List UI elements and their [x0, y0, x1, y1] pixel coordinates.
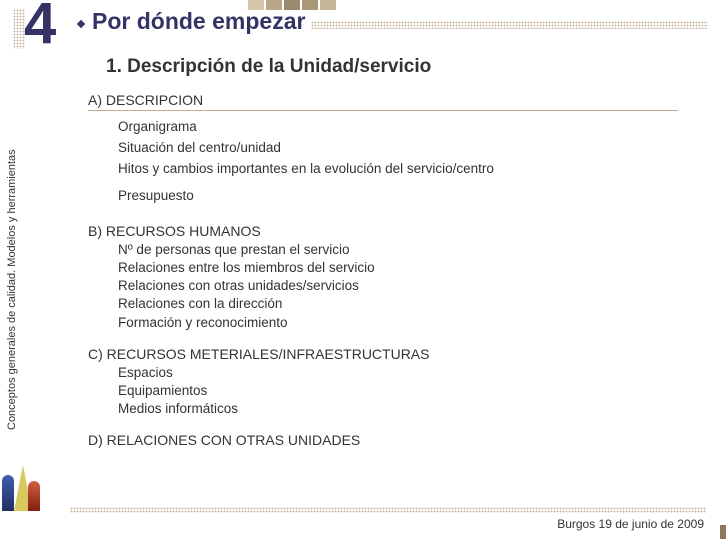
list-item: Relaciones con la dirección	[118, 295, 698, 313]
section-a-underline	[88, 110, 678, 111]
list-item: Relaciones entre los miembros del servic…	[118, 259, 698, 277]
section-a-heading: A) DESCRIPCION	[88, 92, 698, 108]
section-c-heading: C) RECURSOS METERIALES/INFRAESTRUCTURAS	[88, 346, 698, 362]
list-item: Situación del centro/unidad	[118, 138, 698, 159]
list-item: Presupuesto	[118, 186, 698, 207]
vertical-side-title: Conceptos generales de calidad. Modelos …	[6, 149, 18, 430]
title-dotted-line	[311, 21, 708, 29]
section-b-heading: B) RECURSOS HUMANOS	[88, 223, 698, 239]
page-title: Por dónde empezar	[92, 8, 305, 35]
footer-text: Burgos 19 de junio de 2009	[557, 517, 704, 531]
content-area: A) DESCRIPCION Organigrama Situación del…	[88, 92, 698, 450]
list-item: Organigrama	[118, 117, 698, 138]
list-item: Formación y reconocimiento	[118, 314, 698, 332]
bottom-dotted-line	[70, 507, 706, 513]
slide-number: 4	[24, 0, 56, 57]
list-item: Hitos y cambios importantes en la evoluc…	[118, 159, 698, 180]
list-item: Espacios	[118, 364, 698, 382]
corner-block	[720, 525, 726, 539]
page-title-row: Por dónde empezar	[78, 8, 708, 35]
list-item: Nº de personas que prestan el servicio	[118, 241, 698, 259]
section-b-items: Nº de personas que prestan el servicio R…	[118, 241, 698, 332]
title-bullet-icon	[77, 19, 85, 27]
logo-shape-red	[28, 481, 40, 511]
section-d-heading: D) RELACIONES CON OTRAS UNIDADES	[88, 432, 698, 448]
subtitle: 1. Descripción de la Unidad/servicio	[106, 56, 431, 78]
section-a-items: Organigrama Situación del centro/unidad …	[118, 117, 698, 207]
section-c-items: Espacios Equipamientos Medios informátic…	[118, 364, 698, 419]
list-item: Relaciones con otras unidades/servicios	[118, 277, 698, 295]
list-item: Medios informáticos	[118, 400, 698, 418]
logo-shapes	[0, 453, 46, 511]
logo-shape-blue	[2, 475, 14, 511]
list-item: Equipamientos	[118, 382, 698, 400]
